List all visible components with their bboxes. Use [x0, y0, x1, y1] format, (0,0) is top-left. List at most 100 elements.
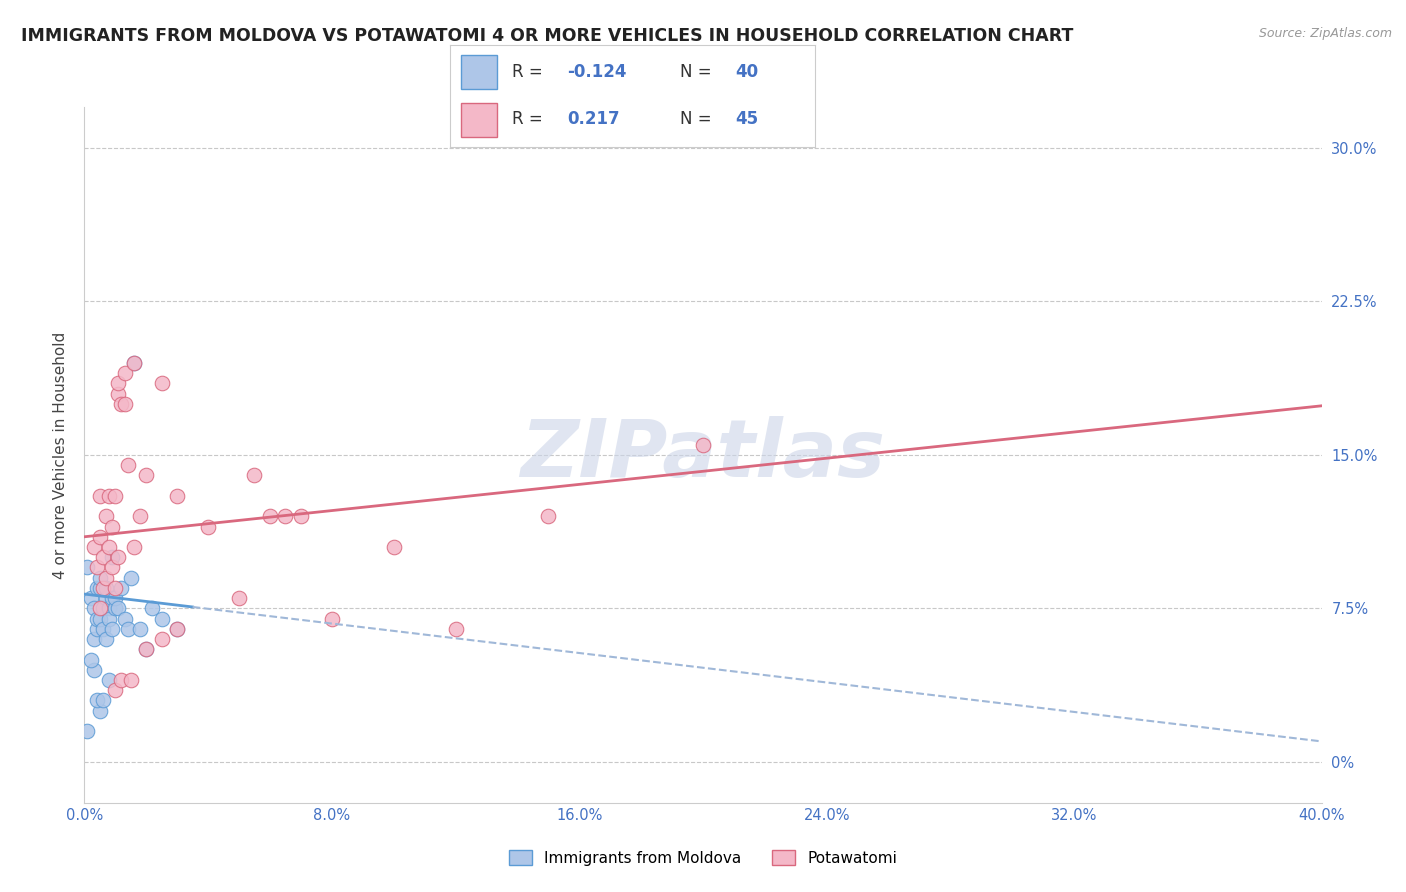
Text: IMMIGRANTS FROM MOLDOVA VS POTAWATOMI 4 OR MORE VEHICLES IN HOUSEHOLD CORRELATIO: IMMIGRANTS FROM MOLDOVA VS POTAWATOMI 4 … — [21, 27, 1073, 45]
Point — [86, 693, 108, 707]
Point — [83, 663, 105, 677]
Point — [692, 438, 714, 452]
Text: R =: R = — [512, 63, 543, 81]
Point — [197, 519, 219, 533]
Point — [114, 366, 136, 380]
Text: N =: N = — [681, 111, 711, 128]
Point — [101, 550, 124, 565]
Point — [86, 581, 108, 595]
Point — [141, 601, 163, 615]
Point — [98, 489, 121, 503]
Point — [89, 571, 111, 585]
Text: R =: R = — [512, 111, 543, 128]
Point — [107, 386, 129, 401]
Point — [122, 540, 145, 554]
Point — [76, 724, 98, 739]
Point — [91, 581, 114, 595]
Point — [135, 468, 157, 483]
Point — [91, 693, 114, 707]
Point — [79, 652, 101, 666]
Point — [83, 540, 105, 554]
Text: N =: N = — [681, 63, 711, 81]
Point — [321, 612, 343, 626]
Point — [101, 591, 124, 606]
Point — [444, 622, 467, 636]
Point — [122, 356, 145, 370]
Point — [122, 356, 145, 370]
Point — [382, 540, 405, 554]
Point — [76, 560, 98, 574]
FancyBboxPatch shape — [461, 103, 498, 137]
Point — [94, 509, 117, 524]
Point — [91, 601, 114, 615]
Point — [89, 581, 111, 595]
Point — [150, 632, 173, 646]
Point — [117, 458, 139, 472]
Point — [86, 622, 108, 636]
Point — [166, 489, 188, 503]
Point — [104, 683, 127, 698]
Point — [135, 642, 157, 657]
Point — [129, 622, 152, 636]
Point — [166, 622, 188, 636]
Point — [89, 612, 111, 626]
Legend: Immigrants from Moldova, Potawatomi: Immigrants from Moldova, Potawatomi — [503, 844, 903, 871]
Point — [94, 632, 117, 646]
FancyBboxPatch shape — [461, 55, 498, 88]
Point — [110, 673, 132, 687]
Point — [91, 622, 114, 636]
Text: 0.217: 0.217 — [567, 111, 620, 128]
Point — [89, 601, 111, 615]
Point — [129, 509, 152, 524]
Point — [91, 550, 114, 565]
Text: 45: 45 — [735, 111, 758, 128]
Point — [83, 601, 105, 615]
Point — [94, 591, 117, 606]
Point — [228, 591, 250, 606]
Point — [94, 571, 117, 585]
Point — [114, 612, 136, 626]
Point — [110, 581, 132, 595]
Point — [107, 550, 129, 565]
Point — [259, 509, 281, 524]
Point — [89, 489, 111, 503]
Point — [101, 519, 124, 533]
Point — [117, 622, 139, 636]
Point — [135, 642, 157, 657]
Point — [114, 397, 136, 411]
Text: Source: ZipAtlas.com: Source: ZipAtlas.com — [1258, 27, 1392, 40]
Point — [120, 673, 142, 687]
Text: 40: 40 — [735, 63, 758, 81]
Point — [89, 704, 111, 718]
Point — [150, 612, 173, 626]
Point — [86, 612, 108, 626]
Point — [104, 591, 127, 606]
Text: ZIPatlas: ZIPatlas — [520, 416, 886, 494]
Point — [98, 673, 121, 687]
Point — [274, 509, 297, 524]
Point — [104, 601, 127, 615]
Point — [166, 622, 188, 636]
Point — [107, 376, 129, 391]
Point — [89, 530, 111, 544]
Point — [86, 560, 108, 574]
Point — [537, 509, 560, 524]
Point — [120, 571, 142, 585]
Point — [150, 376, 173, 391]
Point — [79, 591, 101, 606]
Point — [107, 601, 129, 615]
Point — [243, 468, 266, 483]
Y-axis label: 4 or more Vehicles in Household: 4 or more Vehicles in Household — [53, 331, 69, 579]
Point — [98, 540, 121, 554]
Point — [104, 489, 127, 503]
Point — [110, 397, 132, 411]
Point — [94, 581, 117, 595]
Point — [83, 632, 105, 646]
Point — [101, 560, 124, 574]
Point — [104, 581, 127, 595]
Point — [101, 622, 124, 636]
Point — [98, 601, 121, 615]
Point — [290, 509, 312, 524]
Point — [98, 612, 121, 626]
Text: -0.124: -0.124 — [567, 63, 627, 81]
